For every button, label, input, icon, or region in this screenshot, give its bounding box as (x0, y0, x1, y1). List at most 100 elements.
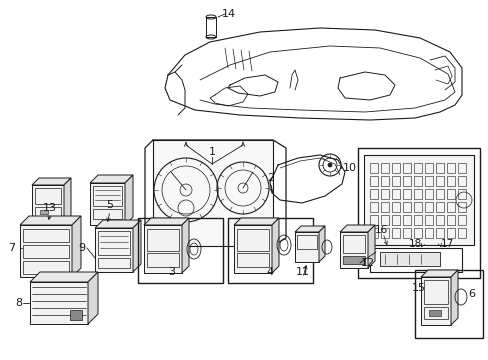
Polygon shape (182, 218, 189, 273)
Bar (369, 228, 377, 238)
Bar (391, 189, 399, 199)
Bar (227, 218, 312, 283)
Bar (153, 140, 272, 246)
Polygon shape (318, 226, 325, 262)
Bar (93, 186, 122, 206)
Bar (424, 189, 432, 199)
Bar (237, 229, 268, 251)
Bar (435, 215, 443, 225)
Polygon shape (143, 218, 189, 225)
Text: 5: 5 (106, 200, 113, 210)
Text: 9: 9 (78, 243, 85, 253)
Bar (424, 176, 432, 186)
Bar (30, 282, 88, 324)
Bar (342, 235, 364, 253)
Text: 11: 11 (295, 267, 309, 277)
Bar (402, 202, 410, 212)
Polygon shape (125, 175, 133, 225)
Bar (138, 218, 223, 283)
Bar (98, 258, 130, 268)
Bar (98, 231, 130, 255)
Bar (428, 310, 440, 316)
Polygon shape (30, 272, 98, 282)
Text: 7: 7 (8, 243, 15, 253)
Bar (379, 252, 439, 266)
Polygon shape (339, 225, 374, 232)
Polygon shape (294, 226, 325, 232)
Bar (413, 202, 421, 212)
Polygon shape (95, 220, 141, 228)
Text: 3: 3 (168, 267, 175, 277)
Bar (380, 176, 388, 186)
Bar (380, 189, 388, 199)
Bar (446, 189, 454, 199)
Polygon shape (64, 178, 71, 223)
Bar (147, 253, 179, 267)
Bar (402, 215, 410, 225)
Bar (402, 228, 410, 238)
Bar (380, 228, 388, 238)
Text: 17: 17 (440, 239, 453, 249)
Bar (40, 210, 48, 214)
Bar (339, 232, 367, 268)
Bar (369, 202, 377, 212)
Bar (23, 245, 69, 258)
Bar (402, 163, 410, 173)
Bar (391, 202, 399, 212)
Bar (234, 225, 271, 273)
Bar (20, 225, 72, 277)
Bar (413, 228, 421, 238)
Bar (413, 189, 421, 199)
Bar (446, 215, 454, 225)
Text: 8: 8 (15, 298, 22, 308)
Bar (391, 176, 399, 186)
Bar (457, 176, 465, 186)
Polygon shape (72, 216, 81, 277)
Bar (90, 183, 125, 225)
Bar (413, 215, 421, 225)
Text: 14: 14 (222, 9, 236, 19)
Text: 16: 16 (374, 225, 387, 235)
Bar (380, 163, 388, 173)
Text: 1: 1 (208, 147, 215, 157)
Bar (402, 176, 410, 186)
Polygon shape (88, 272, 98, 324)
Bar (435, 189, 443, 199)
Bar (457, 215, 465, 225)
Polygon shape (420, 270, 457, 277)
Bar (363, 155, 473, 245)
Bar (369, 189, 377, 199)
Bar (457, 202, 465, 212)
Text: 12: 12 (360, 258, 374, 268)
Bar (423, 307, 447, 319)
Polygon shape (20, 216, 81, 225)
Bar (296, 235, 316, 249)
Polygon shape (234, 218, 279, 225)
Polygon shape (450, 270, 457, 325)
Text: 2: 2 (267, 173, 274, 183)
Bar (413, 163, 421, 173)
Bar (369, 215, 377, 225)
Bar (435, 163, 443, 173)
Polygon shape (32, 178, 71, 185)
Polygon shape (367, 225, 374, 268)
Bar (446, 228, 454, 238)
Bar (435, 202, 443, 212)
Bar (435, 176, 443, 186)
Bar (369, 163, 377, 173)
Bar (424, 202, 432, 212)
Bar (369, 248, 461, 272)
Bar (380, 202, 388, 212)
Text: 4: 4 (266, 267, 273, 277)
Bar (402, 189, 410, 199)
Polygon shape (133, 220, 141, 272)
Bar (446, 176, 454, 186)
Bar (35, 188, 61, 204)
Bar (294, 232, 318, 262)
Bar (446, 202, 454, 212)
Text: 18: 18 (408, 239, 421, 249)
Bar (391, 163, 399, 173)
Polygon shape (271, 218, 279, 273)
Circle shape (327, 163, 331, 167)
Bar (423, 280, 447, 304)
